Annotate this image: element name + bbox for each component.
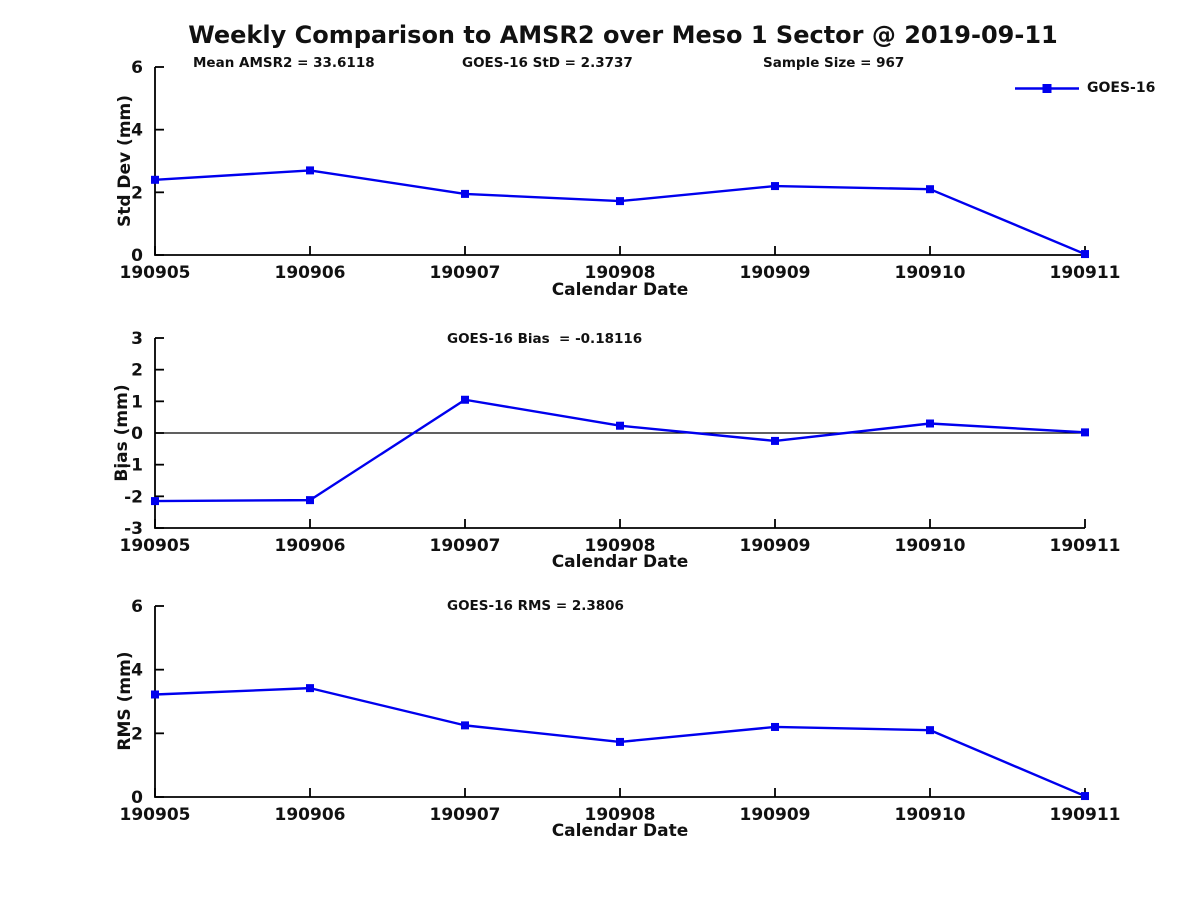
y-tick-label: -1 bbox=[124, 456, 143, 476]
x-tick-label: 190906 bbox=[275, 263, 346, 283]
y-tick-label: 2 bbox=[131, 724, 143, 744]
x-tick-label: 190909 bbox=[740, 536, 811, 556]
data-point-marker bbox=[926, 419, 934, 428]
data-point-marker bbox=[151, 690, 159, 699]
data-point-marker bbox=[1081, 792, 1089, 801]
data-point-marker bbox=[306, 496, 314, 505]
y-tick-label: 4 bbox=[131, 121, 143, 141]
legend-label: GOES-16 bbox=[1087, 80, 1156, 96]
y-tick-label: 0 bbox=[131, 424, 143, 444]
x-tick-label: 190905 bbox=[120, 536, 191, 556]
legend-line-marker-icon bbox=[1015, 83, 1079, 93]
y-tick-label: 4 bbox=[131, 661, 143, 681]
goes16-bias-annotation: GOES-16 Bias = -0.18116 bbox=[447, 331, 643, 347]
y-tick-label: 6 bbox=[131, 597, 143, 617]
x-tick-label: 190909 bbox=[740, 805, 811, 825]
x-tick-label: 190908 bbox=[585, 263, 656, 283]
data-point-marker bbox=[616, 197, 624, 206]
data-point-marker bbox=[461, 395, 469, 404]
rms-subplot: 0 2 4 6 190905 190906 190907 190908 190909 190910… bbox=[120, 597, 1121, 825]
sample-size-annotation: Sample Size = 967 bbox=[763, 55, 905, 71]
x-tick-label: 190911 bbox=[1050, 263, 1121, 283]
x-tick-label: 190909 bbox=[740, 263, 811, 283]
y-tick-label: -3 bbox=[124, 519, 143, 539]
data-point-marker bbox=[926, 185, 934, 194]
rms-xaxis-label: Calendar Date bbox=[551, 821, 689, 841]
data-point-marker bbox=[616, 737, 624, 746]
data-point-marker bbox=[1081, 428, 1089, 437]
x-tick-label: 190908 bbox=[585, 536, 656, 556]
data-point-marker bbox=[771, 436, 779, 445]
x-tick-label: 190905 bbox=[120, 805, 191, 825]
x-tick-label: 190905 bbox=[120, 263, 191, 283]
x-tick-label: 190910 bbox=[895, 263, 966, 283]
rms-axes bbox=[154, 606, 1085, 798]
chart-title: Weekly Comparison to AMSR2 over Meso 1 S… bbox=[188, 21, 1058, 49]
x-tick-label: 190908 bbox=[585, 805, 656, 825]
legend: GOES-16 bbox=[1014, 80, 1155, 96]
data-point-marker bbox=[926, 726, 934, 735]
bias-goes16-line bbox=[154, 398, 1086, 503]
data-point-marker bbox=[306, 684, 314, 693]
x-tick-label: 190911 bbox=[1050, 536, 1121, 556]
stddev-xaxis-label: Calendar Date bbox=[551, 280, 689, 300]
y-tick-label: 1 bbox=[131, 392, 143, 412]
x-tick-label: 190910 bbox=[895, 805, 966, 825]
data-point-marker bbox=[1081, 250, 1089, 259]
bias-xaxis-label: Calendar Date bbox=[551, 552, 689, 572]
stddev-goes16-line bbox=[154, 169, 1086, 256]
data-point-marker bbox=[461, 721, 469, 730]
x-tick-label: 190907 bbox=[430, 536, 501, 556]
y-tick-label: 6 bbox=[131, 58, 143, 78]
bias-subplot: -3 -2 -1 0 1 2 3 190905 190906 190907 190908 190909… bbox=[120, 329, 1121, 556]
y-tick-label: 3 bbox=[131, 329, 143, 349]
x-tick-label: 190906 bbox=[275, 805, 346, 825]
x-tick-label: 190910 bbox=[895, 536, 966, 556]
y-tick-label: 0 bbox=[131, 246, 143, 266]
goes16-rms-annotation: GOES-16 RMS = 2.3806 bbox=[447, 598, 624, 614]
y-tick-label: 2 bbox=[131, 361, 143, 381]
x-tick-label: 190907 bbox=[430, 805, 501, 825]
data-point-marker bbox=[151, 497, 159, 506]
stddev-axes bbox=[154, 67, 1085, 256]
x-tick-label: 190906 bbox=[275, 536, 346, 556]
y-tick-label: 2 bbox=[131, 183, 143, 203]
x-tick-label: 190911 bbox=[1050, 805, 1121, 825]
data-point-marker bbox=[771, 722, 779, 731]
data-point-marker bbox=[461, 189, 469, 198]
y-tick-label: -2 bbox=[124, 487, 143, 507]
y-tick-label: 0 bbox=[131, 788, 143, 808]
goes16-std-annotation: GOES-16 StD = 2.3737 bbox=[462, 55, 633, 71]
data-point-marker bbox=[151, 175, 159, 184]
x-tick-label: 190907 bbox=[430, 263, 501, 283]
stddev-subplot: 0 2 4 6 190905 190906 190907 190908 190909 190910… bbox=[120, 58, 1121, 283]
data-point-marker bbox=[616, 421, 624, 430]
data-point-marker bbox=[771, 182, 779, 191]
data-point-marker bbox=[306, 166, 314, 175]
mean-amsr2-annotation: Mean AMSR2 = 33.6118 bbox=[193, 55, 375, 71]
